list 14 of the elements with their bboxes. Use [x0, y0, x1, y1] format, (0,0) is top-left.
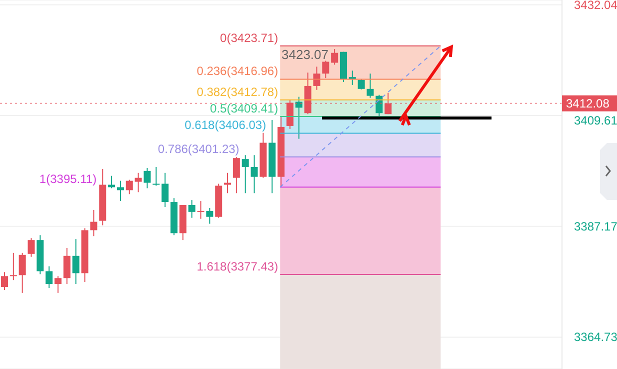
y-tick-label: 3364.73	[574, 330, 617, 344]
ref-line-label: 0.382(3412.78)	[196, 84, 278, 99]
ref-line-label: 0.786(3401.23)	[158, 142, 240, 156]
ref-line-label: 0.236(3416.96)	[196, 64, 278, 78]
y-tick-label: 3387.17	[574, 219, 617, 234]
ref-line-label: 0(3423.71)	[220, 30, 278, 45]
ref-line-label: 1.618(3377.43)	[196, 260, 278, 274]
ref-line-label: 1(3395.11)	[39, 172, 97, 186]
annotation: 3423.07	[282, 47, 329, 62]
ref-line-label: 0.618(3406.03)	[184, 118, 266, 132]
ref-line-label: 0.5(3409.41)	[210, 102, 278, 116]
y-tick-label: 3432.04	[574, 0, 617, 12]
y-tick-label: 3409.61	[574, 113, 617, 128]
ref-line-label: 3412.08	[566, 96, 610, 110]
